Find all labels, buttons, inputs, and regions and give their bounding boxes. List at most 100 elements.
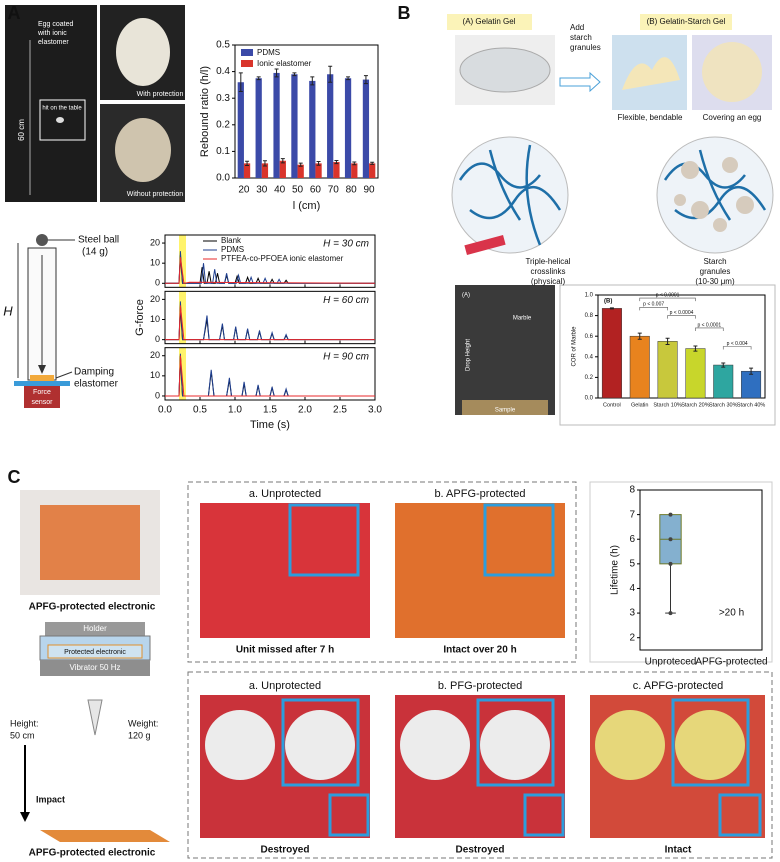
p-value: p < 0.004 bbox=[727, 341, 748, 347]
series-line bbox=[165, 257, 376, 284]
x-tick-label: Starch 40% bbox=[737, 402, 766, 408]
y-tick-label: 10 bbox=[150, 314, 160, 324]
x-tick-label: Starch 30% bbox=[709, 402, 738, 408]
x-axis-title: l (cm) bbox=[293, 200, 321, 212]
error-bar bbox=[363, 75, 368, 85]
device-plate bbox=[40, 830, 170, 842]
error-bar bbox=[665, 337, 670, 345]
y-tick-label: 0.3 bbox=[216, 93, 230, 104]
bar bbox=[315, 163, 322, 178]
error-bar bbox=[280, 158, 285, 164]
error-bar bbox=[370, 161, 375, 165]
series-line bbox=[165, 301, 375, 341]
legend-label: PTFEA-co-PFOEA ionic elastomer bbox=[221, 254, 344, 263]
label: (B) Gelatin-Starch Gel bbox=[647, 17, 726, 26]
y-tick-label: 0.2 bbox=[216, 119, 230, 130]
vibrator bbox=[40, 660, 150, 676]
x-tick-label: 3.0 bbox=[368, 405, 382, 416]
series-line bbox=[165, 307, 375, 341]
subplot-label: H = 30 cm bbox=[323, 239, 369, 250]
dashed-box bbox=[187, 481, 577, 663]
x-tick-label: Starch 20% bbox=[681, 402, 710, 408]
x-tick-label: Control bbox=[603, 402, 621, 408]
legend-swatch bbox=[241, 60, 253, 67]
bracket bbox=[722, 346, 752, 350]
y-tick-label: 0 bbox=[155, 334, 160, 344]
y-tick-label: 8 bbox=[629, 485, 635, 496]
y-tick-label: 20 bbox=[150, 350, 160, 360]
y-tick-label: 3 bbox=[629, 608, 635, 619]
label: APFG-protected electronic bbox=[29, 848, 156, 859]
y-tick-label: 7 bbox=[629, 509, 635, 520]
label: (A) bbox=[462, 293, 470, 299]
legend-label: PDMS bbox=[221, 245, 244, 254]
p-value: p < 0.007 bbox=[643, 302, 664, 308]
y-tick-label: 0.4 bbox=[216, 66, 230, 77]
x-tick-label: Gelatin bbox=[631, 402, 648, 408]
arrowhead bbox=[20, 812, 30, 822]
point bbox=[668, 611, 673, 616]
subplot-label: H = 90 cm bbox=[323, 351, 369, 362]
y-tick-label: 0.8 bbox=[585, 313, 594, 319]
label: (14 g) bbox=[82, 247, 108, 258]
label: Holder bbox=[83, 624, 107, 633]
bar bbox=[255, 78, 262, 178]
label: With protection bbox=[137, 91, 184, 98]
y-tick-label: 20 bbox=[150, 237, 160, 247]
subplot-label: H = 60 cm bbox=[323, 295, 369, 306]
x-tick-label: 90 bbox=[364, 185, 376, 196]
granules bbox=[674, 157, 754, 232]
error-bar bbox=[310, 76, 315, 86]
x-tick-label: Unproteced bbox=[645, 657, 697, 668]
label: Damping bbox=[74, 367, 114, 378]
capacitor bbox=[675, 710, 745, 780]
arrowhead bbox=[38, 365, 46, 374]
device bbox=[40, 505, 140, 580]
bar bbox=[297, 164, 304, 178]
label: hit on the table bbox=[42, 106, 82, 112]
label: 120 g bbox=[128, 730, 151, 740]
error-bar bbox=[609, 307, 614, 310]
label: Unit missed after 7 h bbox=[236, 645, 334, 656]
x-tick-label: 50 bbox=[292, 185, 304, 196]
label: b. APFG-protected bbox=[434, 488, 525, 500]
bar bbox=[309, 80, 316, 178]
photo-board bbox=[200, 503, 370, 638]
error-bar bbox=[352, 161, 357, 166]
leader bbox=[55, 371, 73, 379]
label: Destroyed bbox=[261, 845, 310, 856]
force-sensor bbox=[24, 386, 60, 408]
inset-frame bbox=[39, 99, 86, 141]
error-bar bbox=[328, 65, 333, 83]
legend-label: Ionic elastomer bbox=[257, 59, 312, 68]
p-value: p < 0.0004 bbox=[670, 310, 694, 316]
label: 60 cm bbox=[17, 119, 26, 141]
y-tick-label: 1.0 bbox=[585, 293, 594, 299]
bar bbox=[344, 78, 352, 178]
plate bbox=[14, 381, 70, 386]
label-box bbox=[447, 14, 532, 30]
legend-label: PDMS bbox=[257, 48, 280, 57]
point bbox=[668, 561, 673, 566]
bar bbox=[243, 163, 251, 178]
x-tick-label: 1.0 bbox=[228, 405, 242, 416]
y-axis-title: COR of Marble bbox=[572, 326, 578, 367]
x-tick-label: 60 bbox=[310, 185, 322, 196]
plot-frame bbox=[234, 44, 379, 179]
egg bbox=[116, 18, 170, 86]
panel-label: B bbox=[398, 3, 411, 23]
helix bbox=[464, 234, 506, 256]
bar bbox=[237, 82, 244, 178]
highlight-boxes bbox=[281, 698, 762, 837]
y-tick-label: 0.5 bbox=[216, 40, 230, 51]
label: Starch bbox=[703, 257, 726, 266]
label: (A) Gelatin Gel bbox=[463, 17, 516, 26]
capacitors bbox=[205, 710, 550, 780]
y-tick-label: 0.0 bbox=[585, 396, 594, 402]
photo-drop-setup bbox=[5, 5, 97, 202]
label: Height: bbox=[10, 718, 39, 728]
y-tick-label: 0.6 bbox=[585, 334, 594, 340]
bar bbox=[279, 160, 286, 178]
y-tick-label: 20 bbox=[150, 294, 160, 304]
weight bbox=[87, 699, 103, 736]
